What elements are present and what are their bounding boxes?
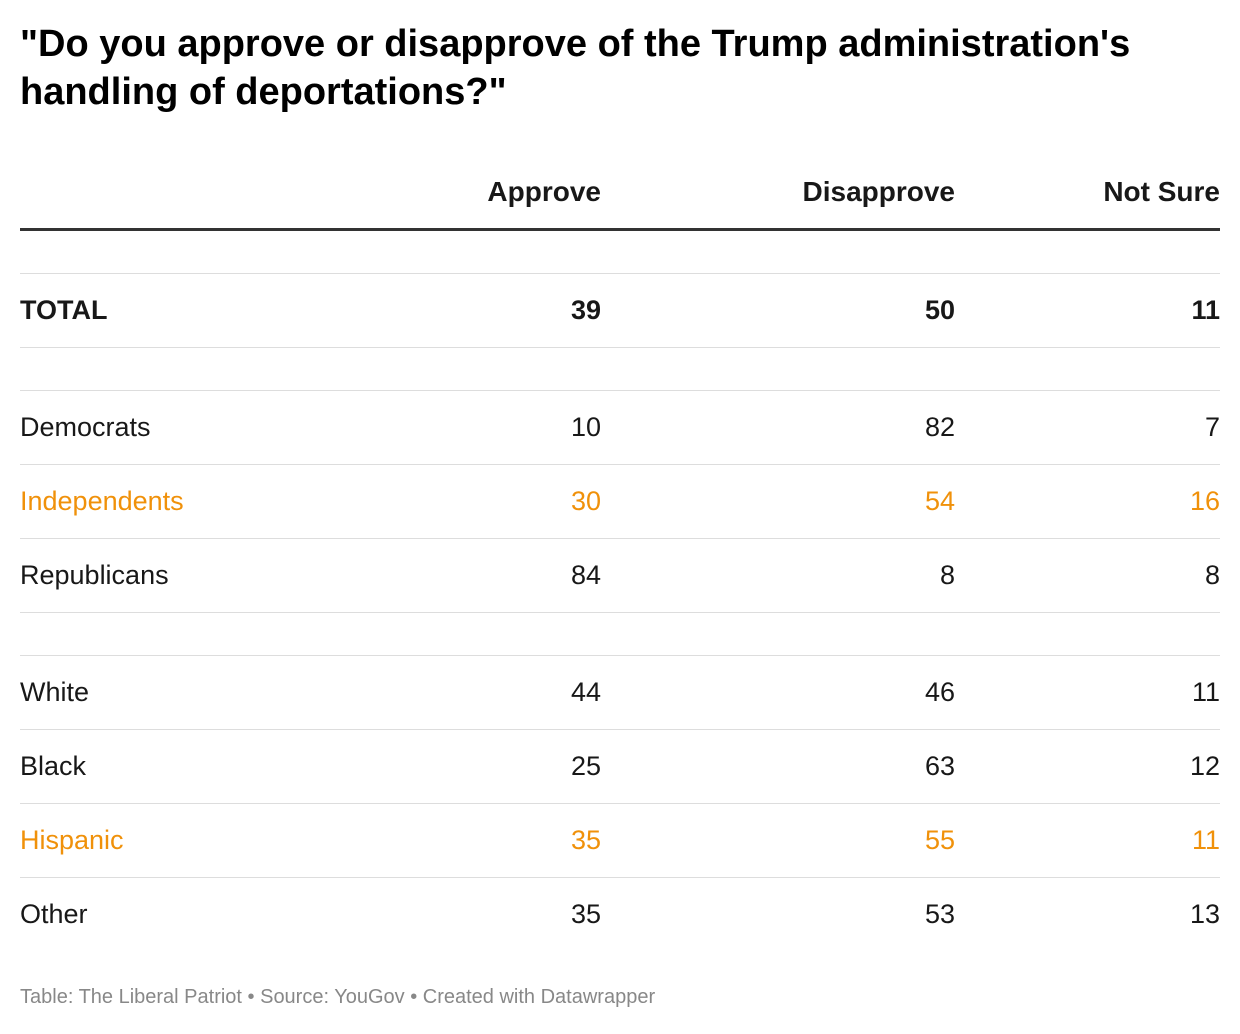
cell-approve: 10 — [570, 412, 601, 442]
row-label: Other — [20, 899, 88, 929]
table-row: Other 35 53 13 — [20, 877, 1220, 951]
table-row: Democrats 10 82 7 — [20, 390, 1220, 464]
cell-approve: 84 — [570, 560, 601, 590]
cell-disapprove: 63 — [924, 751, 955, 781]
column-header-approve[interactable]: Approve — [487, 176, 601, 207]
column-header-not-sure[interactable]: Not Sure — [1103, 176, 1220, 207]
cell-not-sure: 7 — [1204, 412, 1220, 442]
group-spacer — [20, 348, 1220, 390]
cell-approve: 35 — [570, 825, 601, 855]
cell-not-sure: 12 — [1189, 751, 1220, 781]
cell-approve: 30 — [570, 486, 601, 516]
cell-not-sure: 11 — [1191, 295, 1220, 325]
group-spacer — [20, 613, 1220, 655]
cell-disapprove: 53 — [924, 899, 955, 929]
cell-approve: 39 — [570, 295, 601, 325]
data-table: Approve Disapprove Not Sure TOTAL 39 50 … — [20, 160, 1220, 951]
cell-disapprove: 46 — [924, 677, 955, 707]
cell-not-sure: 8 — [1204, 560, 1220, 590]
cell-approve: 35 — [570, 899, 601, 929]
row-label: Hispanic — [20, 825, 124, 855]
row-label: Republicans — [20, 560, 169, 590]
group-spacer — [20, 231, 1220, 273]
cell-disapprove: 8 — [939, 560, 955, 590]
table-row: Republicans 84 8 8 — [20, 538, 1220, 613]
row-label: Black — [20, 751, 87, 781]
row-label: Democrats — [20, 412, 151, 442]
cell-not-sure: 11 — [1191, 825, 1220, 855]
row-label: White — [20, 677, 90, 707]
chart-footer: Table: The Liberal Patriot • Source: You… — [20, 986, 656, 1008]
cell-approve: 44 — [570, 677, 601, 707]
table-row: Black 25 63 12 — [20, 729, 1220, 803]
cell-not-sure: 11 — [1191, 677, 1220, 707]
table-row-highlighted: Independents 30 54 16 — [20, 464, 1220, 538]
table-row: White 44 46 11 — [20, 655, 1220, 729]
table-header: Approve Disapprove Not Sure — [20, 160, 1220, 231]
cell-not-sure: 16 — [1189, 486, 1220, 516]
cell-disapprove: 55 — [924, 825, 955, 855]
table-row-total: TOTAL 39 50 11 — [20, 273, 1220, 348]
cell-disapprove: 54 — [924, 486, 955, 516]
row-label: Independents — [20, 486, 184, 516]
column-header-disapprove[interactable]: Disapprove — [802, 176, 956, 207]
chart-title: "Do you approve or disapprove of the Tru… — [20, 23, 1131, 113]
cell-disapprove: 50 — [924, 295, 955, 325]
cell-approve: 25 — [570, 751, 601, 781]
table-row-highlighted: Hispanic 35 55 11 — [20, 803, 1220, 877]
cell-disapprove: 82 — [924, 412, 955, 442]
row-label: TOTAL — [20, 295, 108, 325]
cell-not-sure: 13 — [1189, 899, 1220, 929]
